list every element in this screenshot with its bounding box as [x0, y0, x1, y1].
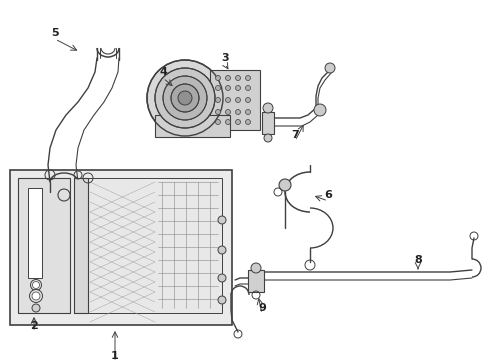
Circle shape [225, 85, 230, 90]
Circle shape [263, 103, 272, 113]
Circle shape [225, 120, 230, 125]
Bar [28, 188, 42, 278]
Text: 7: 7 [290, 130, 298, 140]
Circle shape [250, 263, 261, 273]
Bar [209, 70, 260, 130]
Text: 3: 3 [221, 53, 228, 63]
Bar [74, 178, 88, 313]
Text: 9: 9 [258, 303, 265, 313]
Circle shape [30, 279, 41, 291]
Circle shape [215, 98, 220, 103]
Circle shape [32, 304, 40, 312]
Text: 1: 1 [111, 351, 119, 360]
Circle shape [245, 109, 250, 114]
Circle shape [218, 274, 225, 282]
Bar [155, 115, 229, 137]
Circle shape [235, 109, 240, 114]
Circle shape [235, 120, 240, 125]
Circle shape [178, 91, 192, 105]
Text: 8: 8 [413, 255, 421, 265]
Circle shape [163, 76, 206, 120]
Circle shape [32, 282, 40, 288]
Circle shape [225, 76, 230, 81]
Circle shape [155, 68, 215, 128]
Text: 6: 6 [324, 190, 331, 200]
Circle shape [245, 76, 250, 81]
Bar [74, 178, 222, 313]
Circle shape [325, 63, 334, 73]
Circle shape [215, 76, 220, 81]
Circle shape [147, 60, 223, 136]
Text: 5: 5 [51, 28, 59, 38]
Text: 2: 2 [30, 321, 38, 331]
Bar [18, 178, 70, 313]
Bar [247, 270, 264, 292]
Circle shape [215, 109, 220, 114]
Bar [10, 170, 231, 325]
Circle shape [235, 98, 240, 103]
Circle shape [218, 296, 225, 304]
Circle shape [171, 84, 199, 112]
Circle shape [225, 98, 230, 103]
Circle shape [313, 104, 325, 116]
Circle shape [235, 76, 240, 81]
Circle shape [29, 289, 42, 302]
Circle shape [264, 134, 271, 142]
Circle shape [215, 120, 220, 125]
Circle shape [245, 120, 250, 125]
Circle shape [279, 179, 290, 191]
Circle shape [245, 85, 250, 90]
Circle shape [215, 85, 220, 90]
Circle shape [235, 85, 240, 90]
Bar [262, 112, 273, 134]
Circle shape [245, 98, 250, 103]
Text: 4: 4 [159, 67, 166, 77]
Circle shape [225, 109, 230, 114]
Circle shape [218, 246, 225, 254]
Circle shape [218, 216, 225, 224]
Circle shape [32, 292, 40, 300]
